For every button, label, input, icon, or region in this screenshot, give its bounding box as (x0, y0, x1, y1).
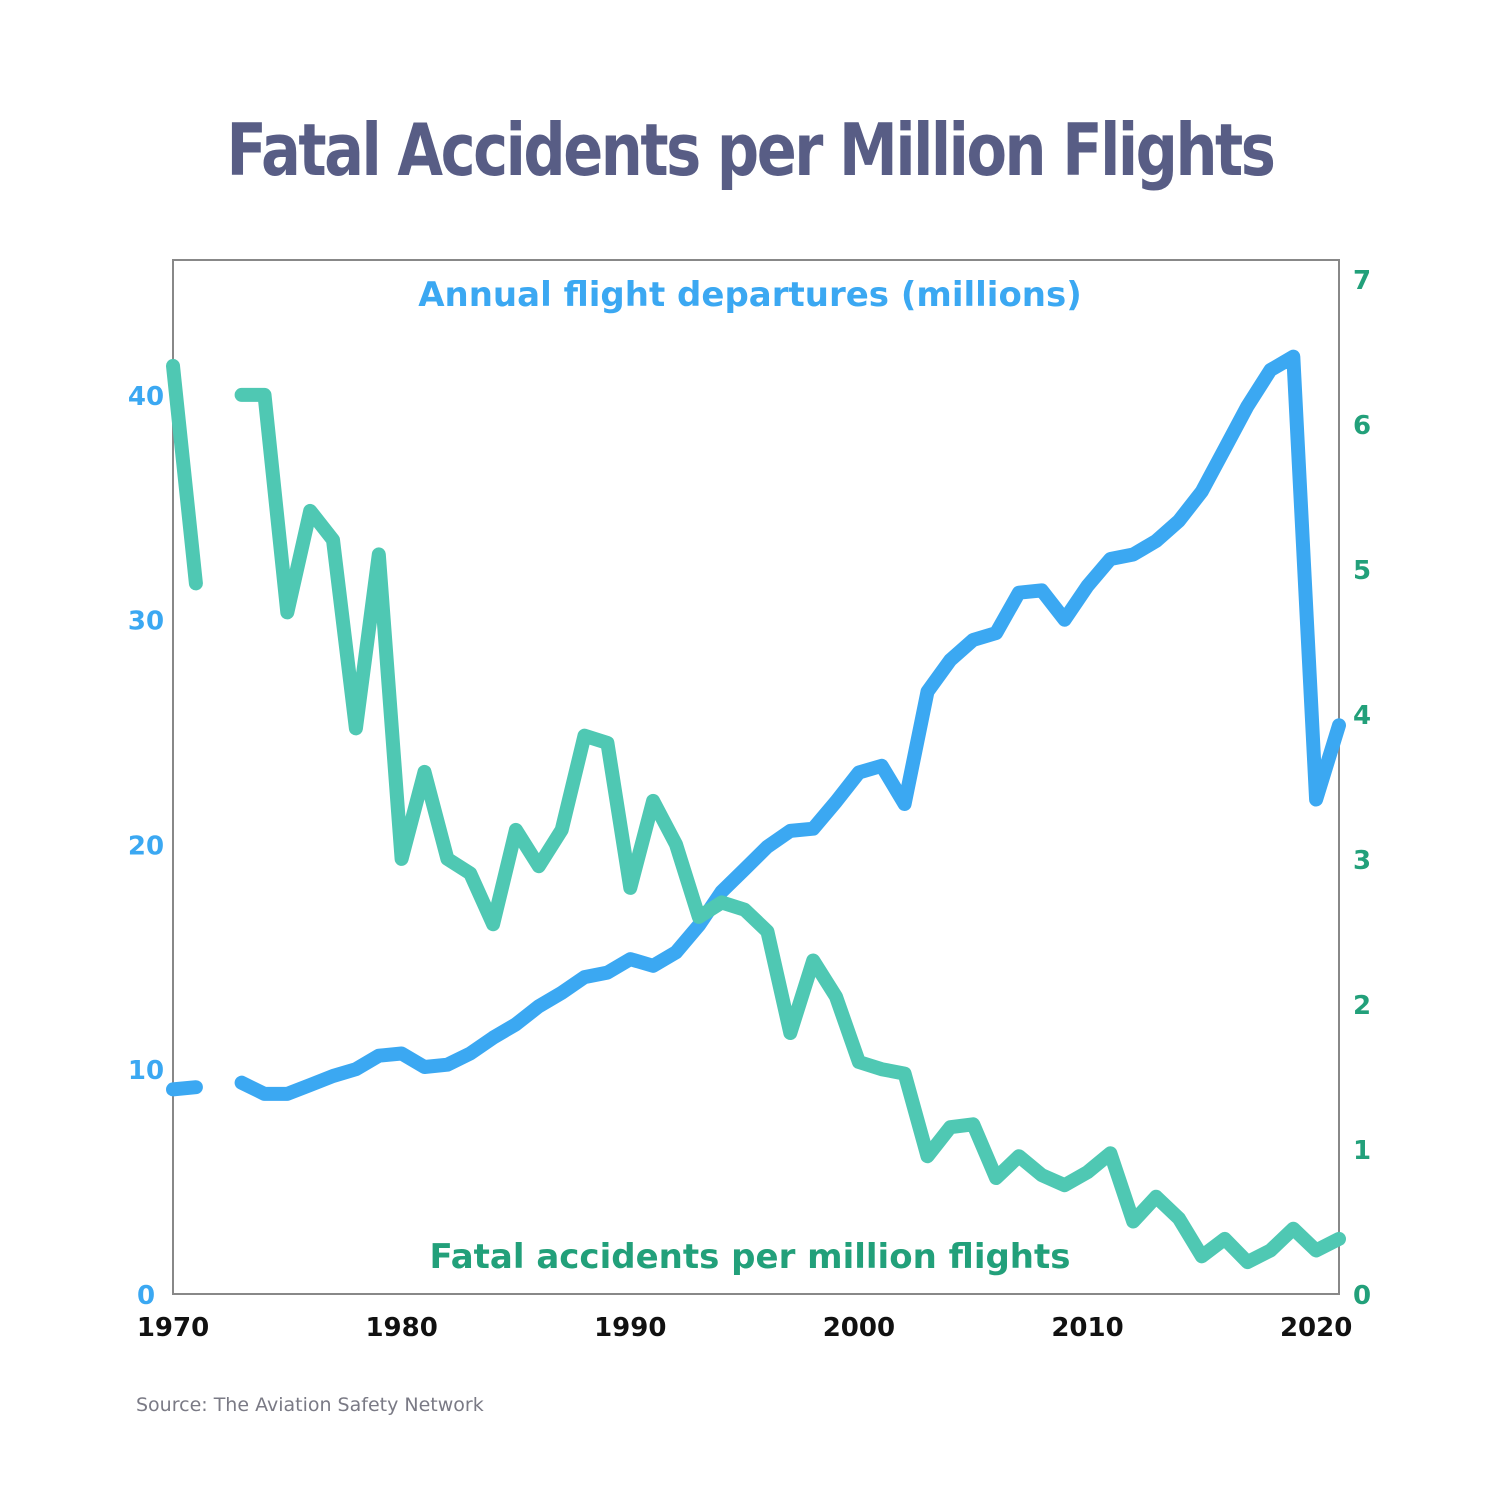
x-tick-label: 2000 (823, 1313, 895, 1343)
y-right-tick-label: 5 (1353, 556, 1371, 586)
y-right-tick-label: 2 (1353, 991, 1371, 1021)
x-tick-label: 2020 (1280, 1313, 1352, 1343)
y-right-tick-label: 6 (1353, 411, 1371, 441)
plot-frame (172, 259, 1340, 1295)
source-note: Source: The Aviation Safety Network (136, 1394, 484, 1416)
x-tick-label: 1970 (137, 1313, 209, 1343)
x-tick-label: 1980 (365, 1313, 437, 1343)
y-right-tick-label: 1 (1353, 1136, 1371, 1166)
y-left-tick-label: 20 (128, 831, 164, 861)
series-line-departures (166, 1080, 203, 1097)
y-right-tick-label: 3 (1353, 846, 1371, 876)
marks-layer: 1970 1980 1990 2000 2010 20200102030400123456… (128, 266, 1371, 1343)
y-left-tick-label: 0 (137, 1281, 155, 1311)
x-tick-label: 2010 (1051, 1313, 1123, 1343)
chart-title: Fatal Accidents per Million Flights (226, 108, 1276, 192)
y-left-tick-label: 10 (128, 1056, 164, 1086)
series-line-accidents (234, 387, 1346, 1270)
series-line-departures (234, 349, 1346, 1101)
series-line-accidents (166, 358, 203, 591)
y-right-tick-label: 0 (1353, 1281, 1371, 1311)
y-right-tick-label: 4 (1353, 701, 1371, 731)
y-left-tick-label: 30 (128, 607, 164, 637)
series-label-accidents: Fatal accidents per million flights (429, 1237, 1070, 1277)
series-label-departures: Annual flight departures (millions) (418, 275, 1082, 315)
y-right-tick-label: 7 (1353, 266, 1371, 296)
x-tick-label: 1990 (594, 1313, 666, 1343)
y-left-tick-label: 40 (128, 382, 164, 412)
